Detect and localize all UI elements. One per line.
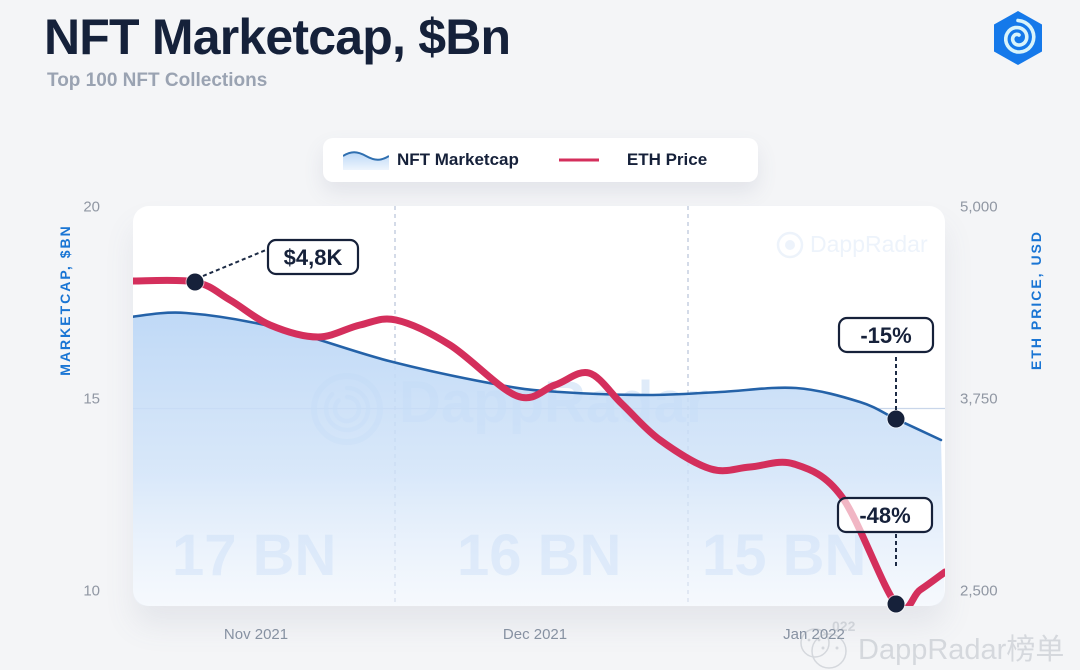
svg-text:-48%: -48% <box>859 503 910 528</box>
svg-text:-15%: -15% <box>860 323 911 348</box>
svg-text:DappRadar: DappRadar <box>810 231 928 257</box>
svg-text:$4,8K: $4,8K <box>284 245 343 270</box>
svg-text:022: 022 <box>832 618 856 634</box>
svg-text:DappRadar榜单: DappRadar榜单 <box>858 633 1064 666</box>
